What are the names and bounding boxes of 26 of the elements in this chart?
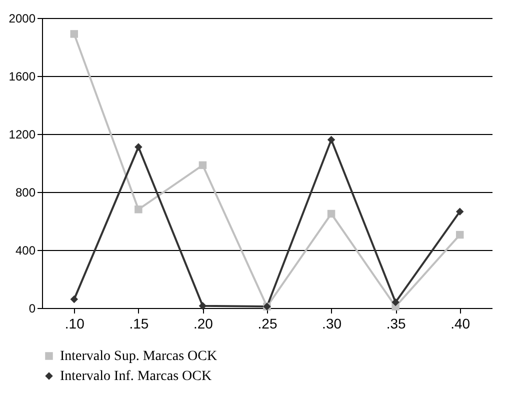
- y-tick-label: 1200: [8, 128, 36, 142]
- point: [327, 210, 336, 218]
- point: [134, 143, 142, 151]
- point: [134, 206, 142, 214]
- point: [70, 295, 78, 304]
- x-tick-label: .35: [386, 316, 406, 332]
- y-tick-label: 1600: [8, 70, 36, 84]
- point: [327, 136, 336, 144]
- x-tick-label: .20: [193, 316, 214, 332]
- point: [198, 302, 207, 310]
- legend-label: Intervalo Sup. Marcas OCK: [60, 349, 218, 364]
- point: [198, 161, 207, 170]
- point: [456, 208, 464, 216]
- y-tick-label: 2000: [8, 12, 36, 26]
- x-tick-label: .40: [450, 316, 470, 332]
- x-tick-label: .30: [322, 316, 342, 332]
- point: [456, 230, 464, 239]
- y-tick-label: 0: [28, 302, 36, 316]
- x-tick-label: .10: [64, 316, 85, 332]
- y-tick-label: 800: [15, 186, 36, 200]
- x-tick-label: .25: [258, 316, 278, 332]
- legend-label: Intervalo Inf. Marcas OCK: [60, 369, 212, 384]
- x-tick-label: .15: [129, 316, 149, 332]
- point: [392, 298, 400, 306]
- point: [70, 30, 78, 38]
- y-tick-label: 400: [15, 244, 36, 258]
